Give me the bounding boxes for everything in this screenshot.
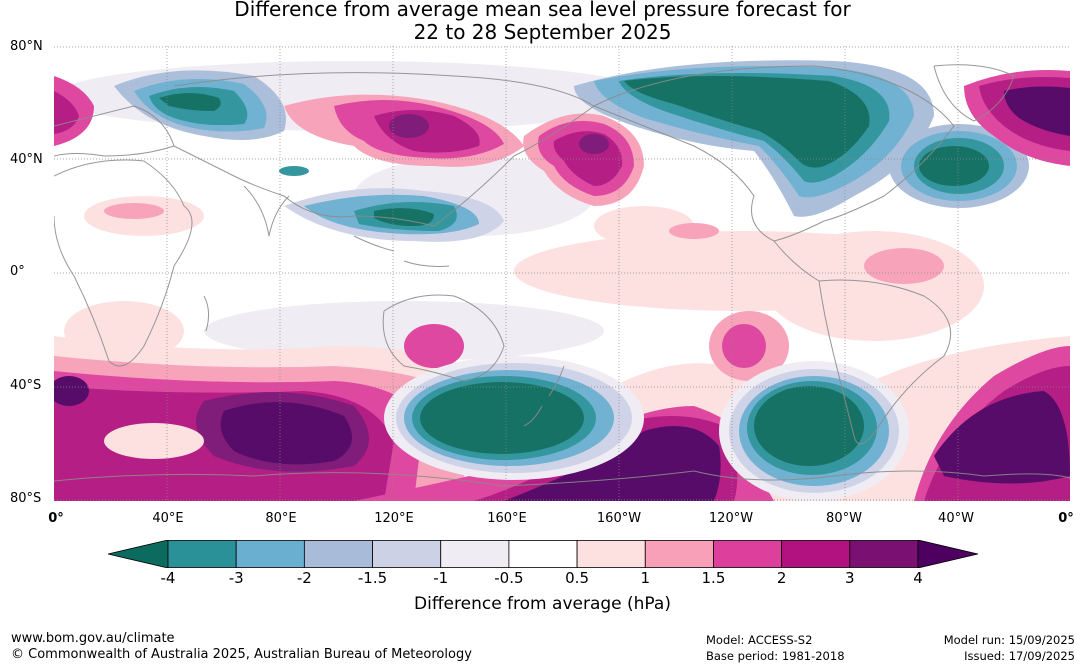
coastlines [54,64,1070,487]
pressure-anomaly-map [54,46,1070,501]
colorbar-segment [849,540,919,568]
colorbar-tick-label: -4 [160,569,176,587]
colorbar-extend-low [108,540,169,568]
colorbar-segment [576,540,646,568]
colorbar-segment [508,540,578,568]
lon-label-160e: 160°E [487,511,527,526]
colorbar-tick-label: 1 [640,569,651,587]
gridlines [54,46,1070,501]
lat-label-40n: 40°N [10,152,43,167]
colorbar-label: Difference from average (hPa) [414,594,671,614]
lat-label-80n: 80°N [10,39,43,54]
lon-label-0-left: 0° [48,511,64,526]
lon-label-40w: 40°W [938,511,974,526]
colorbar-tick-label: 4 [913,569,923,587]
colorbar-segment [440,540,510,568]
lat-label-0: 0° [10,264,25,279]
footer-model-run: Model run: 15/09/2025 [943,633,1075,647]
colorbar-segment [713,540,783,568]
lat-label-80s: 80°S [10,491,42,506]
colorbar-extend-high [917,540,978,568]
footer-copyright: © Commonwealth of Australia 2025, Austra… [11,647,472,662]
anomaly-field [54,60,1070,501]
colorbar-tick-label: -2 [296,569,312,587]
lon-label-0-right: 0° [1058,511,1074,526]
colorbar-segment [235,540,305,568]
map-title-line1: Difference from average mean sea level p… [234,0,851,21]
colorbar-segment [372,540,442,568]
colorbar-tick-label: -1.5 [357,569,388,587]
footer-model: Model: ACCESS-S2 [706,633,813,647]
map-title-line2: 22 to 28 September 2025 [413,20,672,44]
lon-label-160w: 160°W [596,511,642,526]
lat-label-40s: 40°S [10,378,42,393]
footer-issued: Issued: 17/09/2025 [964,649,1075,663]
colorbar [108,540,978,568]
colorbar-segment [303,540,373,568]
lon-label-120w: 120°W [708,511,754,526]
footer-base-period: Base period: 1981-2018 [706,649,845,663]
colorbar-tick-label: 1.5 [701,569,726,587]
colorbar-tick-label: -3 [228,569,244,587]
colorbar-tick-label: 0.5 [565,569,589,587]
lon-label-80w: 80°W [826,511,862,526]
lon-label-120e: 120°E [374,511,414,526]
lon-label-40e: 40°E [152,511,184,526]
colorbar-tick-label: -1 [433,569,449,587]
footer-website: www.bom.gov.au/climate [11,631,175,646]
colorbar-segment [781,540,851,568]
colorbar-tick-label: 2 [776,569,787,587]
colorbar-segment [644,540,714,568]
lon-label-80e: 80°E [265,511,297,526]
colorbar-tick-label: 3 [845,569,855,587]
colorbar-tick-label: -0.5 [494,569,524,587]
colorbar-segment [167,540,237,568]
